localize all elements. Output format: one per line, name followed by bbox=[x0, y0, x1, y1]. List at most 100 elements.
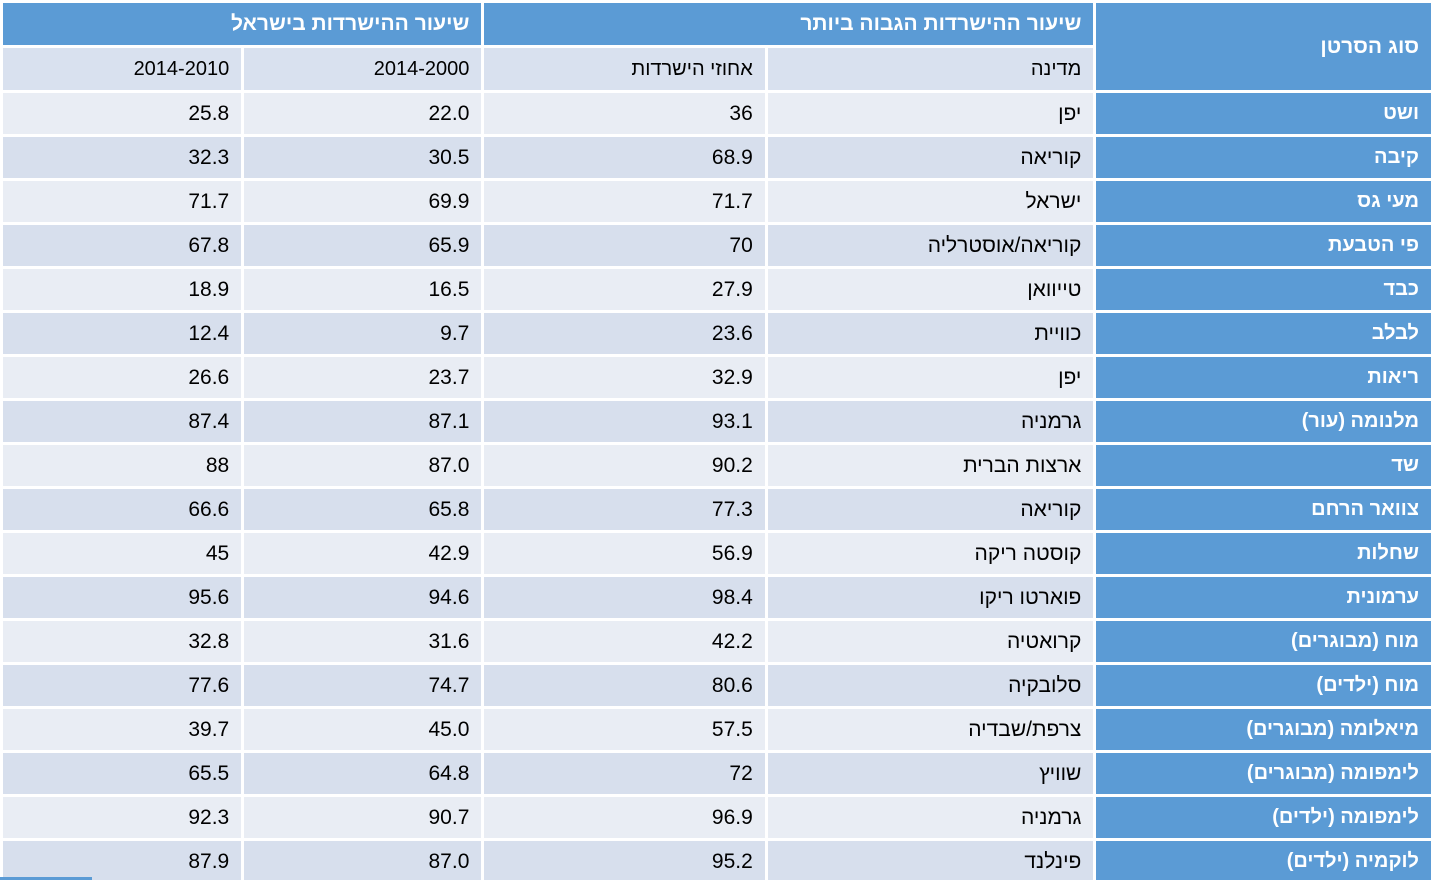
country-cell: קרואטיה bbox=[767, 621, 1094, 662]
country-cell: ארצות הברית bbox=[767, 445, 1094, 486]
column-header-row: מדינה אחוזי הישרדות 2014-2000 2014-2010 bbox=[3, 48, 1431, 90]
israel-2000-2014-cell: 22.0 bbox=[244, 93, 482, 134]
israel-2000-2014-cell: 74.7 bbox=[244, 665, 482, 706]
israel-2000-2014-cell: 87.0 bbox=[244, 841, 482, 880]
country-cell: פוארטו ריקו bbox=[767, 577, 1094, 618]
israel-2000-2014-cell: 87.1 bbox=[244, 401, 482, 442]
cancer-type-cell: מוח (ילדים) bbox=[1096, 665, 1431, 706]
table-row: שד ארצות הברית 90.2 87.0 88 bbox=[3, 445, 1431, 486]
israel-2000-2014-column-header: 2014-2000 bbox=[244, 48, 482, 90]
country-cell: קוריאה bbox=[767, 489, 1094, 530]
country-column-header: מדינה bbox=[767, 48, 1094, 90]
israel-2000-2014-cell: 45.0 bbox=[244, 709, 482, 750]
survival-percent-cell: 36 bbox=[484, 93, 765, 134]
table-row: מיאלומה (מבוגרים) צרפת/שבדיה 57.5 45.0 3… bbox=[3, 709, 1431, 750]
israel-2000-2014-cell: 65.8 bbox=[244, 489, 482, 530]
cancer-type-cell: לוקמיה (ילדים) bbox=[1096, 841, 1431, 880]
table-row: צוואר הרחם קוריאה 77.3 65.8 66.6 bbox=[3, 489, 1431, 530]
country-cell: טייוואן bbox=[767, 269, 1094, 310]
israel-2010-2014-cell: 88 bbox=[3, 445, 242, 486]
israel-2000-2014-cell: 69.9 bbox=[244, 181, 482, 222]
table-body: ושט יפן 36 22.0 25.8 קיבה קוריאה 68.9 30… bbox=[3, 93, 1431, 880]
table-row: מלנומה (עור) גרמניה 93.1 87.1 87.4 bbox=[3, 401, 1431, 442]
cancer-type-cell: לבלב bbox=[1096, 313, 1431, 354]
cancer-type-cell: ריאות bbox=[1096, 357, 1431, 398]
table-row: ושט יפן 36 22.0 25.8 bbox=[3, 93, 1431, 134]
israel-2010-2014-column-header: 2014-2010 bbox=[3, 48, 242, 90]
survival-percent-cell: 80.6 bbox=[484, 665, 765, 706]
israel-2010-2014-cell: 95.6 bbox=[3, 577, 242, 618]
survival-percent-cell: 96.9 bbox=[484, 797, 765, 838]
israel-2010-2014-column-header-label: 2014-2010 bbox=[133, 57, 230, 80]
cancer-type-cell: מעי גס bbox=[1096, 181, 1431, 222]
survival-percent-cell: 71.7 bbox=[484, 181, 765, 222]
survival-percent-cell: 95.2 bbox=[484, 841, 765, 880]
israel-2010-2014-cell: 32.8 bbox=[3, 621, 242, 662]
table-row: לוקמיה (ילדים) פינלנד 95.2 87.0 87.9 bbox=[3, 841, 1431, 880]
cancer-type-cell: שד bbox=[1096, 445, 1431, 486]
israel-2000-2014-cell: 16.5 bbox=[244, 269, 482, 310]
israel-2000-2014-cell: 31.6 bbox=[244, 621, 482, 662]
cancer-type-cell: קיבה bbox=[1096, 137, 1431, 178]
table-row: ערמונית פוארטו ריקו 98.4 94.6 95.6 bbox=[3, 577, 1431, 618]
group-header-row: סוג הסרטן שיעור ההישרדות הגבוה ביותר שיע… bbox=[3, 3, 1431, 90]
country-cell: קוסטה ריקה bbox=[767, 533, 1094, 574]
israel-2010-2014-cell: 45 bbox=[3, 533, 242, 574]
israel-2000-2014-cell: 65.9 bbox=[244, 225, 482, 266]
table-row: שחלות קוסטה ריקה 56.9 42.9 45 bbox=[3, 533, 1431, 574]
survival-percent-column-header: אחוזי הישרדות bbox=[484, 48, 765, 90]
israel-2010-2014-cell: 87.4 bbox=[3, 401, 242, 442]
cancer-type-cell: מיאלומה (מבוגרים) bbox=[1096, 709, 1431, 750]
survival-percent-cell: 72 bbox=[484, 753, 765, 794]
israel-2010-2014-cell: 67.8 bbox=[3, 225, 242, 266]
cancer-type-cell: כבד bbox=[1096, 269, 1431, 310]
survival-percent-cell: 93.1 bbox=[484, 401, 765, 442]
cancer-type-cell: ושט bbox=[1096, 93, 1431, 134]
cancer-type-cell: ערמונית bbox=[1096, 577, 1431, 618]
israel-2010-2014-cell: 32.3 bbox=[3, 137, 242, 178]
survival-percent-cell: 68.9 bbox=[484, 137, 765, 178]
israel-2010-2014-cell: 92.3 bbox=[3, 797, 242, 838]
survival-percent-cell: 56.9 bbox=[484, 533, 765, 574]
country-cell: שוויץ bbox=[767, 753, 1094, 794]
survival-percent-cell: 90.2 bbox=[484, 445, 765, 486]
table-row: ריאות יפן 32.9 23.7 26.6 bbox=[3, 357, 1431, 398]
survival-percent-cell: 77.3 bbox=[484, 489, 765, 530]
survival-percent-cell: 57.5 bbox=[484, 709, 765, 750]
israel-2000-2014-cell: 23.7 bbox=[244, 357, 482, 398]
table-row: לבלב כוויית 23.6 9.7 12.4 bbox=[3, 313, 1431, 354]
survival-percent-cell: 23.6 bbox=[484, 313, 765, 354]
israel-survival-group-header: שיעור ההישרדות בישראל bbox=[3, 3, 482, 45]
table-row: כבד טייוואן 27.9 16.5 18.9 bbox=[3, 269, 1431, 310]
israel-2010-2014-cell: 65.5 bbox=[3, 753, 242, 794]
cancer-type-cell: מלנומה (עור) bbox=[1096, 401, 1431, 442]
israel-2010-2014-cell: 26.6 bbox=[3, 357, 242, 398]
survival-percent-cell: 70 bbox=[484, 225, 765, 266]
israel-2010-2014-cell: 39.7 bbox=[3, 709, 242, 750]
bottom-edge-decoration bbox=[0, 877, 92, 880]
israel-2010-2014-cell: 12.4 bbox=[3, 313, 242, 354]
country-cell: קוריאה/אוסטרליה bbox=[767, 225, 1094, 266]
israel-2010-2014-cell: 25.8 bbox=[3, 93, 242, 134]
cancer-type-cell: מוח (מבוגרים) bbox=[1096, 621, 1431, 662]
country-cell: גרמניה bbox=[767, 797, 1094, 838]
cancer-type-cell: פי הטבעת bbox=[1096, 225, 1431, 266]
survival-percent-cell: 98.4 bbox=[484, 577, 765, 618]
country-cell: קוריאה bbox=[767, 137, 1094, 178]
israel-2010-2014-cell: 18.9 bbox=[3, 269, 242, 310]
table-row: מוח (ילדים) סלובקיה 80.6 74.7 77.6 bbox=[3, 665, 1431, 706]
cancer-type-cell: צוואר הרחם bbox=[1096, 489, 1431, 530]
country-cell: יפן bbox=[767, 93, 1094, 134]
country-cell: פינלנד bbox=[767, 841, 1094, 880]
country-cell: גרמניה bbox=[767, 401, 1094, 442]
cancer-type-group-header: סוג הסרטן bbox=[1096, 3, 1431, 90]
israel-2000-2014-column-header-label: 2014-2000 bbox=[373, 57, 470, 80]
survival-percent-cell: 27.9 bbox=[484, 269, 765, 310]
cancer-type-cell: לימפומה (ילדים) bbox=[1096, 797, 1431, 838]
country-cell: צרפת/שבדיה bbox=[767, 709, 1094, 750]
israel-2000-2014-cell: 90.7 bbox=[244, 797, 482, 838]
table-row: פי הטבעת קוריאה/אוסטרליה 70 65.9 67.8 bbox=[3, 225, 1431, 266]
israel-2010-2014-cell: 87.9 bbox=[3, 841, 242, 880]
